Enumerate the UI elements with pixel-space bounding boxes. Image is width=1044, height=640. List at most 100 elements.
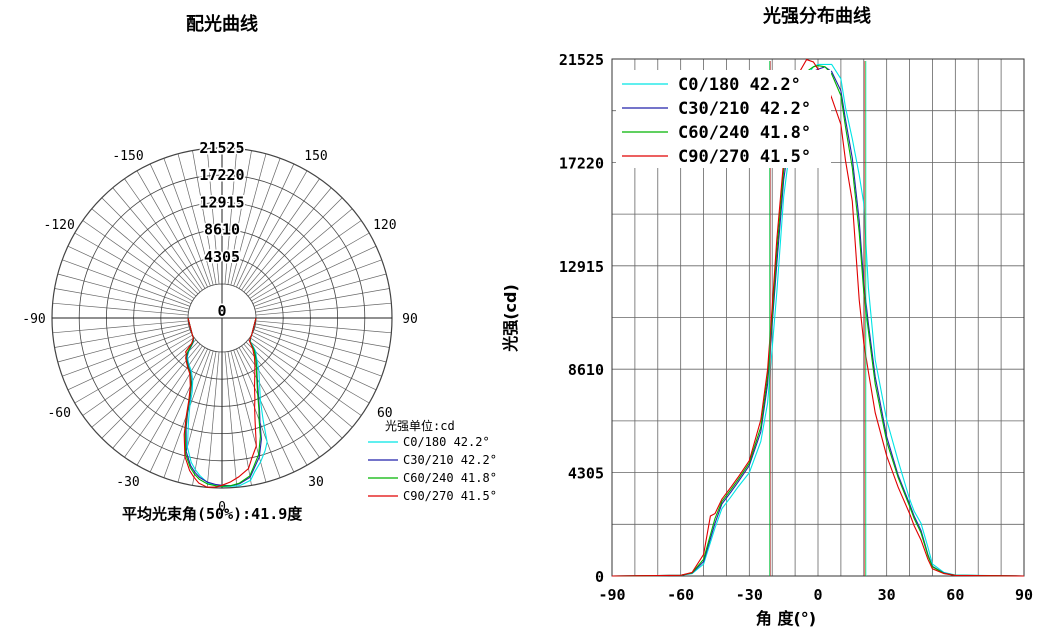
polar-spoke: [247, 339, 353, 428]
polar-spoke: [163, 158, 211, 287]
x-tick-label: -30: [736, 586, 763, 604]
polar-spoke: [82, 220, 195, 299]
y-tick-label: 4305: [568, 465, 604, 483]
x-tick-label: 60: [946, 586, 964, 604]
polar-radial-label: 12915: [199, 193, 244, 211]
line-series: [611, 58, 1025, 577]
polar-spoke: [249, 220, 362, 299]
x-tick-label: 90: [1015, 586, 1033, 604]
polar-spoke: [91, 208, 197, 297]
polar-spoke: [54, 288, 189, 313]
polar-legend: C0/180 42.2° C30/210 42.2° C60/240 41.8° C9…: [368, 435, 497, 503]
polar-spoke: [251, 232, 370, 302]
y-tick-label: 12915: [559, 258, 604, 276]
x-axis-label: 角 度(°): [756, 609, 816, 628]
polar-spoke: [57, 273, 190, 310]
polar-spoke: [254, 273, 387, 310]
polar-spoke: [241, 345, 320, 458]
polar-spoke: [192, 351, 217, 486]
polar-grid: [51, 147, 393, 489]
polar-angle-label: 30: [308, 475, 324, 490]
y-axis-label: 光强(cd): [501, 284, 520, 353]
polar-spoke: [62, 259, 191, 307]
plot-frame: [611, 58, 1025, 577]
polar-spoke: [57, 326, 190, 363]
line-legend: C0/180 42.2° C30/210 42.2° C60/240 41.8° C9…: [622, 75, 811, 167]
polar-spoke: [255, 288, 390, 313]
polar-chart: 配光曲线 0 4305 8610 12915 17220 21525 0 30 60 90 120…: [22, 13, 497, 523]
unit-label: 光强单位:cd: [385, 418, 455, 433]
polar-spoke: [91, 339, 197, 428]
polar-spoke: [230, 350, 267, 483]
polar-radial-label: 17220: [199, 166, 244, 184]
polar-spoke: [241, 178, 320, 291]
y-tick-label: 8610: [568, 361, 604, 379]
polar-spoke: [224, 148, 238, 285]
polar-spoke: [177, 350, 214, 483]
series-line: [611, 65, 1025, 577]
line-chart: 光强分布曲线 0 4305 8610 12915 17220 21525 -90 -60 -3…: [501, 5, 1033, 628]
polar-angle-label: 120: [373, 218, 396, 233]
polar-spoke: [224, 351, 238, 488]
polar-legend-label: C90/270 41.5°: [403, 489, 497, 503]
polar-spoke: [136, 347, 206, 466]
polar-curves: [183, 317, 268, 488]
polar-spoke: [67, 332, 192, 391]
polar-spoke: [233, 349, 281, 478]
polar-spoke: [112, 343, 201, 449]
polar-spoke: [74, 232, 193, 302]
polar-spoke: [101, 197, 199, 295]
polar-spoke: [254, 326, 387, 363]
polar-spoke: [52, 320, 189, 334]
polar-spoke: [236, 348, 295, 473]
polar-curve: [183, 317, 257, 488]
polar-spoke: [230, 153, 267, 286]
polar-spoke: [245, 341, 343, 439]
y-tick-label: 0: [595, 568, 604, 586]
polar-angle-labels: 0 30 60 90 120 150 -30 -60 -90 -120 -150: [22, 149, 418, 515]
y-tick-label: 17220: [559, 154, 604, 172]
polar-spoke: [238, 347, 308, 466]
polar-angle-label: -120: [44, 218, 75, 233]
polar-spoke: [243, 343, 332, 449]
polar-legend-label: C60/240 41.8°: [403, 471, 497, 485]
polar-spoke: [236, 163, 295, 288]
polar-spoke: [136, 170, 206, 289]
polar-spoke: [253, 259, 382, 307]
line-legend-box: [616, 70, 831, 168]
polar-spoke: [149, 348, 208, 473]
polar-spoke: [255, 320, 392, 334]
polar-spoke: [82, 337, 195, 416]
legend-label: C90/270 41.5°: [678, 147, 811, 167]
polar-legend-label: C30/210 42.2°: [403, 453, 497, 467]
polar-radial-label: 8610: [204, 221, 240, 239]
polar-spoke: [112, 187, 201, 293]
polar-spoke: [62, 329, 191, 377]
polar-spoke: [245, 197, 343, 295]
polar-spoke: [149, 163, 208, 288]
polar-spoke: [227, 351, 252, 486]
polar-radial-label: 4305: [204, 248, 240, 266]
legend-label: C60/240 41.8°: [678, 123, 811, 143]
polar-spoke: [247, 208, 353, 297]
legend-label: C30/210 42.2°: [678, 99, 811, 119]
polar-spoke: [255, 302, 392, 316]
polar-spoke: [227, 150, 252, 285]
legend-label: C0/180 42.2°: [678, 75, 801, 95]
series-line: [611, 63, 1025, 577]
polar-spoke: [255, 323, 390, 348]
polar-spoke: [238, 170, 308, 289]
beam-angle-footer: 平均光束角(50%):41.9度: [122, 505, 303, 523]
polar-angle-label: 90: [402, 312, 418, 327]
polar-spoke: [124, 178, 203, 291]
polar-legend-label: C0/180 42.2°: [403, 435, 490, 449]
polar-spoke: [192, 150, 217, 285]
x-tick-labels: -90 -60 -30 0 30 60 90: [598, 586, 1033, 604]
polar-angle-label: 0: [218, 500, 226, 515]
polar-spoke: [252, 332, 377, 391]
x-tick-label: -90: [598, 586, 625, 604]
polar-spoke: [252, 245, 377, 304]
polar-angle-label: -30: [116, 475, 139, 490]
x-tick-label: 30: [878, 586, 896, 604]
